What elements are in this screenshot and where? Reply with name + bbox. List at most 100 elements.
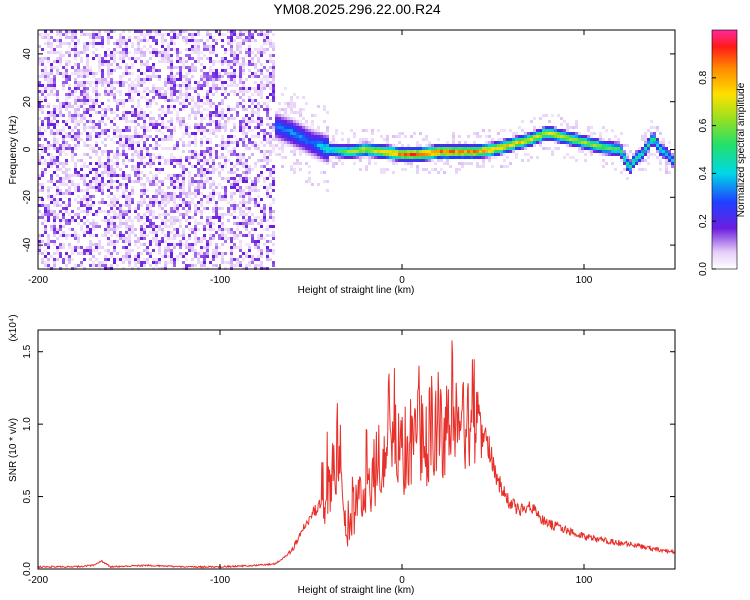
heatmap-cell xyxy=(260,249,263,252)
heatmap-cell xyxy=(248,255,251,258)
heatmap-cell xyxy=(188,48,191,51)
heatmap-cell xyxy=(116,240,119,243)
heatmap-cell xyxy=(137,150,140,153)
heatmap-cell xyxy=(128,261,131,264)
heatmap-cell xyxy=(104,129,107,132)
heatmap-cell xyxy=(74,171,77,174)
heatmap-cell xyxy=(221,222,224,225)
heatmap-cell xyxy=(395,156,398,159)
heatmap-cell xyxy=(65,36,68,39)
heatmap-cell xyxy=(197,111,200,114)
heatmap-cell xyxy=(128,210,131,213)
heatmap-cell xyxy=(182,216,185,219)
heatmap-cell xyxy=(206,240,209,243)
heatmap-cell xyxy=(587,147,590,150)
heatmap-cell xyxy=(614,153,617,156)
heatmap-cell xyxy=(575,123,578,126)
heatmap-cell xyxy=(92,219,95,222)
heatmap-cell xyxy=(179,252,182,255)
heatmap-cell xyxy=(626,156,629,159)
heatmap-cell xyxy=(275,129,278,132)
heatmap-cell xyxy=(341,138,344,141)
heatmap-cell xyxy=(266,42,269,45)
top-x-axis-label: Height of straight line (km) xyxy=(298,285,415,296)
heatmap-cell xyxy=(164,225,167,228)
heatmap-cell xyxy=(314,132,317,135)
heatmap-cell xyxy=(56,252,59,255)
heatmap-cell xyxy=(68,87,71,90)
heatmap-cell xyxy=(161,189,164,192)
heatmap-cell xyxy=(332,165,335,168)
heatmap-cell xyxy=(242,204,245,207)
heatmap-cell xyxy=(149,78,152,81)
heatmap-cell xyxy=(227,84,230,87)
heatmap-cell xyxy=(164,234,167,237)
heatmap-cell xyxy=(584,138,587,141)
heatmap-cell xyxy=(200,159,203,162)
heatmap-cell xyxy=(74,30,77,33)
heatmap-cell xyxy=(80,177,83,180)
heatmap-cell xyxy=(200,78,203,81)
heatmap-cell xyxy=(242,180,245,183)
heatmap-cell xyxy=(113,216,116,219)
heatmap-cell xyxy=(98,165,101,168)
heatmap-cell xyxy=(131,222,134,225)
heatmap-cell xyxy=(233,231,236,234)
heatmap-cell xyxy=(656,141,659,144)
heatmap-cell xyxy=(473,132,476,135)
heatmap-cell xyxy=(284,126,287,129)
heatmap-cell xyxy=(158,90,161,93)
heatmap-cell xyxy=(257,240,260,243)
heatmap-cell xyxy=(239,36,242,39)
heatmap-cell xyxy=(266,108,269,111)
heatmap-cell xyxy=(140,195,143,198)
heatmap-cell xyxy=(221,39,224,42)
heatmap-cell xyxy=(212,63,215,66)
heatmap-cell xyxy=(173,210,176,213)
heatmap-cell xyxy=(266,192,269,195)
heatmap-cell xyxy=(269,186,272,189)
heatmap-cell xyxy=(65,42,68,45)
heatmap-cell xyxy=(110,210,113,213)
heatmap-cell xyxy=(41,222,44,225)
heatmap-cell xyxy=(422,168,425,171)
heatmap-cell xyxy=(179,93,182,96)
heatmap-cell xyxy=(101,201,104,204)
heatmap-cell xyxy=(209,195,212,198)
heatmap-cell xyxy=(95,180,98,183)
heatmap-cell xyxy=(407,147,410,150)
heatmap-cell xyxy=(188,141,191,144)
heatmap-cell xyxy=(101,219,104,222)
heatmap-cell xyxy=(113,168,116,171)
heatmap-cell xyxy=(284,135,287,138)
heatmap-cell xyxy=(47,120,50,123)
heatmap-cell xyxy=(77,264,80,267)
heatmap-cell xyxy=(56,189,59,192)
heatmap-cell xyxy=(218,123,221,126)
heatmap-cell xyxy=(230,183,233,186)
heatmap-cell xyxy=(395,159,398,162)
heatmap-cell xyxy=(623,156,626,159)
heatmap-cell xyxy=(173,165,176,168)
heatmap-cell xyxy=(140,198,143,201)
heatmap-cell xyxy=(257,237,260,240)
heatmap-cell xyxy=(305,144,308,147)
heatmap-cell xyxy=(206,177,209,180)
heatmap-cell xyxy=(137,123,140,126)
heatmap-cell xyxy=(293,105,296,108)
heatmap-cell xyxy=(239,81,242,84)
heatmap-cell xyxy=(308,180,311,183)
heatmap-cell xyxy=(89,156,92,159)
heatmap-cell xyxy=(41,99,44,102)
heatmap-cell xyxy=(143,135,146,138)
heatmap-cell xyxy=(386,159,389,162)
heatmap-cell xyxy=(128,258,131,261)
heatmap-cell xyxy=(191,75,194,78)
heatmap-cell xyxy=(215,114,218,117)
heatmap-cell xyxy=(152,138,155,141)
heatmap-cell xyxy=(236,42,239,45)
heatmap-cell xyxy=(218,228,221,231)
heatmap-cell xyxy=(251,60,254,63)
heatmap-cell xyxy=(533,135,536,138)
heatmap-cell xyxy=(572,126,575,129)
